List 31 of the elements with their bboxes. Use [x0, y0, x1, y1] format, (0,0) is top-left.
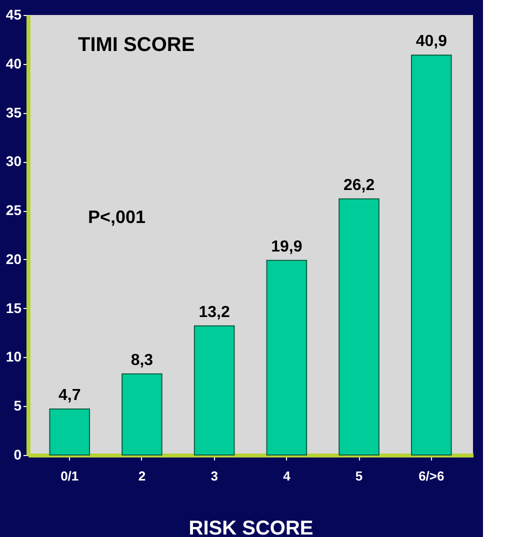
- bar: [122, 373, 162, 456]
- x-tick-label: 5: [355, 468, 363, 484]
- y-tick-label: 25: [6, 202, 22, 218]
- bar: [266, 260, 308, 456]
- x-tick-label: 3: [210, 468, 218, 484]
- y-tick-label: 30: [6, 153, 22, 170]
- data-label: 26,2: [343, 176, 375, 194]
- data-label: 40,9: [416, 33, 448, 50]
- y-tick-label: 40: [6, 55, 22, 72]
- bar: [410, 54, 452, 456]
- x-axis-title: RISK SCORE: [188, 518, 314, 537]
- y-tick-label: 10: [6, 348, 22, 365]
- text: TIMI SCORE: [78, 34, 195, 56]
- x-tick-label: 2: [138, 468, 146, 484]
- x-tick-label: 4: [283, 468, 292, 484]
- data-label: 4,7: [58, 387, 81, 404]
- annotation: P<,001: [88, 207, 146, 227]
- y-tick-label: 35: [6, 104, 22, 120]
- y-tick-label: 45: [6, 6, 22, 22]
- data-label: 19,9: [271, 238, 302, 256]
- bar: [49, 408, 90, 456]
- y-tick-label: 0: [14, 446, 22, 462]
- data-label: 13,2: [198, 304, 230, 321]
- y-tick-label: 15: [6, 300, 22, 316]
- y-tick-label: 5: [14, 398, 22, 414]
- y-tick-label: 20: [6, 250, 22, 267]
- data-label: 8,3: [130, 352, 154, 369]
- x-tick-label: 0/1: [60, 468, 79, 484]
- x-tick-label: 6/>6: [418, 468, 444, 484]
- bar: [338, 198, 380, 456]
- bar: [194, 325, 235, 456]
